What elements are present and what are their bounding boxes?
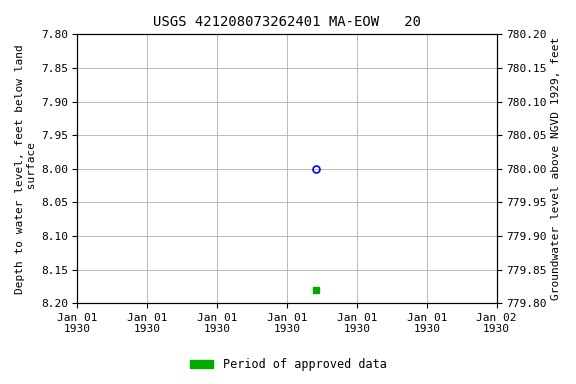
Title: USGS 421208073262401 MA-EOW   20: USGS 421208073262401 MA-EOW 20 (153, 15, 421, 29)
Y-axis label: Depth to water level, feet below land
 surface: Depth to water level, feet below land su… (15, 44, 37, 294)
Legend: Period of approved data: Period of approved data (185, 354, 391, 376)
Y-axis label: Groundwater level above NGVD 1929, feet: Groundwater level above NGVD 1929, feet (551, 37, 561, 300)
